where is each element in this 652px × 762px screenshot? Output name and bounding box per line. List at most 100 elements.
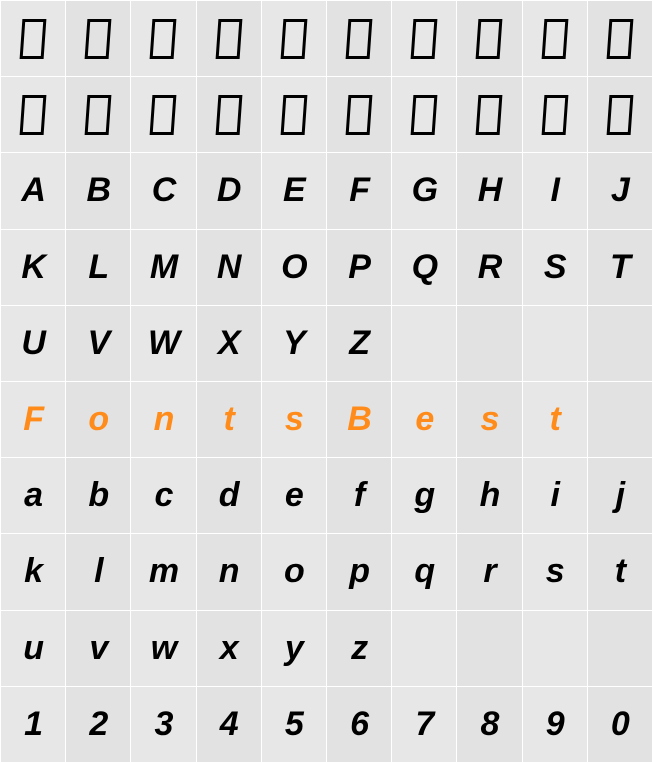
glyph-cell: E [261, 152, 326, 228]
glyph-cell [587, 381, 652, 457]
tofu-glyph [20, 19, 47, 59]
glyph-cell: t [587, 533, 652, 609]
glyph-cell: q [391, 533, 456, 609]
glyph-cell [522, 305, 587, 381]
glyph-cell [587, 76, 652, 152]
tofu-glyph [411, 95, 438, 135]
glyph-cell: i [522, 457, 587, 533]
glyph-cell: K [0, 229, 65, 305]
glyph-cell: G [391, 152, 456, 228]
glyph-cell [391, 610, 456, 686]
glyph-cell [130, 0, 195, 76]
glyph-cell: I [522, 152, 587, 228]
glyph-cell: v [65, 610, 130, 686]
glyph-cell [261, 0, 326, 76]
tofu-glyph [215, 95, 242, 135]
glyph-cell: z [326, 610, 391, 686]
glyph-cell [522, 0, 587, 76]
glyph-cell: o [65, 381, 130, 457]
glyph-cell: k [0, 533, 65, 609]
glyph-cell: s [261, 381, 326, 457]
glyph-cell: s [522, 533, 587, 609]
glyph-cell: r [456, 533, 521, 609]
tofu-glyph [280, 19, 307, 59]
tofu-glyph [85, 19, 112, 59]
glyph-cell: J [587, 152, 652, 228]
glyph-cell: B [65, 152, 130, 228]
glyph-cell [522, 610, 587, 686]
tofu-glyph [20, 95, 47, 135]
glyph-cell: d [196, 457, 261, 533]
glyph-cell: V [65, 305, 130, 381]
character-map-grid: ABCDEFGHIJKLMNOPQRSTUVWXYZFontsBestabcde… [0, 0, 652, 762]
glyph-cell: N [196, 229, 261, 305]
tofu-glyph [85, 95, 112, 135]
glyph-cell: 5 [261, 686, 326, 762]
glyph-cell [261, 76, 326, 152]
glyph-cell: o [261, 533, 326, 609]
tofu-glyph [346, 19, 373, 59]
glyph-cell: 4 [196, 686, 261, 762]
glyph-cell: 1 [0, 686, 65, 762]
glyph-cell [0, 0, 65, 76]
tofu-glyph [476, 95, 503, 135]
glyph-cell: 2 [65, 686, 130, 762]
glyph-cell: j [587, 457, 652, 533]
glyph-cell: m [130, 533, 195, 609]
glyph-cell: t [196, 381, 261, 457]
glyph-cell [587, 0, 652, 76]
glyph-cell: F [0, 381, 65, 457]
glyph-cell: 8 [456, 686, 521, 762]
glyph-cell [196, 0, 261, 76]
tofu-glyph [541, 19, 568, 59]
tofu-glyph [280, 95, 307, 135]
glyph-cell: R [456, 229, 521, 305]
glyph-cell: 6 [326, 686, 391, 762]
glyph-cell [587, 610, 652, 686]
glyph-cell: b [65, 457, 130, 533]
glyph-cell: 0 [587, 686, 652, 762]
glyph-cell: n [130, 381, 195, 457]
glyph-cell [391, 305, 456, 381]
glyph-cell [456, 305, 521, 381]
glyph-cell: l [65, 533, 130, 609]
glyph-cell: H [456, 152, 521, 228]
glyph-cell [326, 76, 391, 152]
glyph-cell: u [0, 610, 65, 686]
glyph-cell: Q [391, 229, 456, 305]
tofu-glyph [476, 19, 503, 59]
glyph-cell: B [326, 381, 391, 457]
glyph-cell: x [196, 610, 261, 686]
glyph-cell [456, 610, 521, 686]
glyph-cell: n [196, 533, 261, 609]
glyph-cell [522, 76, 587, 152]
glyph-cell: 9 [522, 686, 587, 762]
tofu-glyph [150, 95, 177, 135]
glyph-cell: e [261, 457, 326, 533]
glyph-cell: f [326, 457, 391, 533]
glyph-cell [65, 0, 130, 76]
tofu-glyph [150, 19, 177, 59]
glyph-cell: X [196, 305, 261, 381]
glyph-cell [456, 76, 521, 152]
glyph-cell: W [130, 305, 195, 381]
glyph-cell: Z [326, 305, 391, 381]
glyph-cell [391, 0, 456, 76]
glyph-cell: C [130, 152, 195, 228]
glyph-cell: g [391, 457, 456, 533]
glyph-cell: O [261, 229, 326, 305]
glyph-cell: s [456, 381, 521, 457]
glyph-cell [391, 76, 456, 152]
glyph-cell: p [326, 533, 391, 609]
glyph-cell [456, 0, 521, 76]
glyph-cell: U [0, 305, 65, 381]
glyph-cell [326, 0, 391, 76]
tofu-glyph [606, 95, 633, 135]
glyph-cell: e [391, 381, 456, 457]
glyph-cell: 3 [130, 686, 195, 762]
glyph-cell: c [130, 457, 195, 533]
glyph-cell: w [130, 610, 195, 686]
glyph-cell [587, 305, 652, 381]
glyph-cell: L [65, 229, 130, 305]
tofu-glyph [541, 95, 568, 135]
